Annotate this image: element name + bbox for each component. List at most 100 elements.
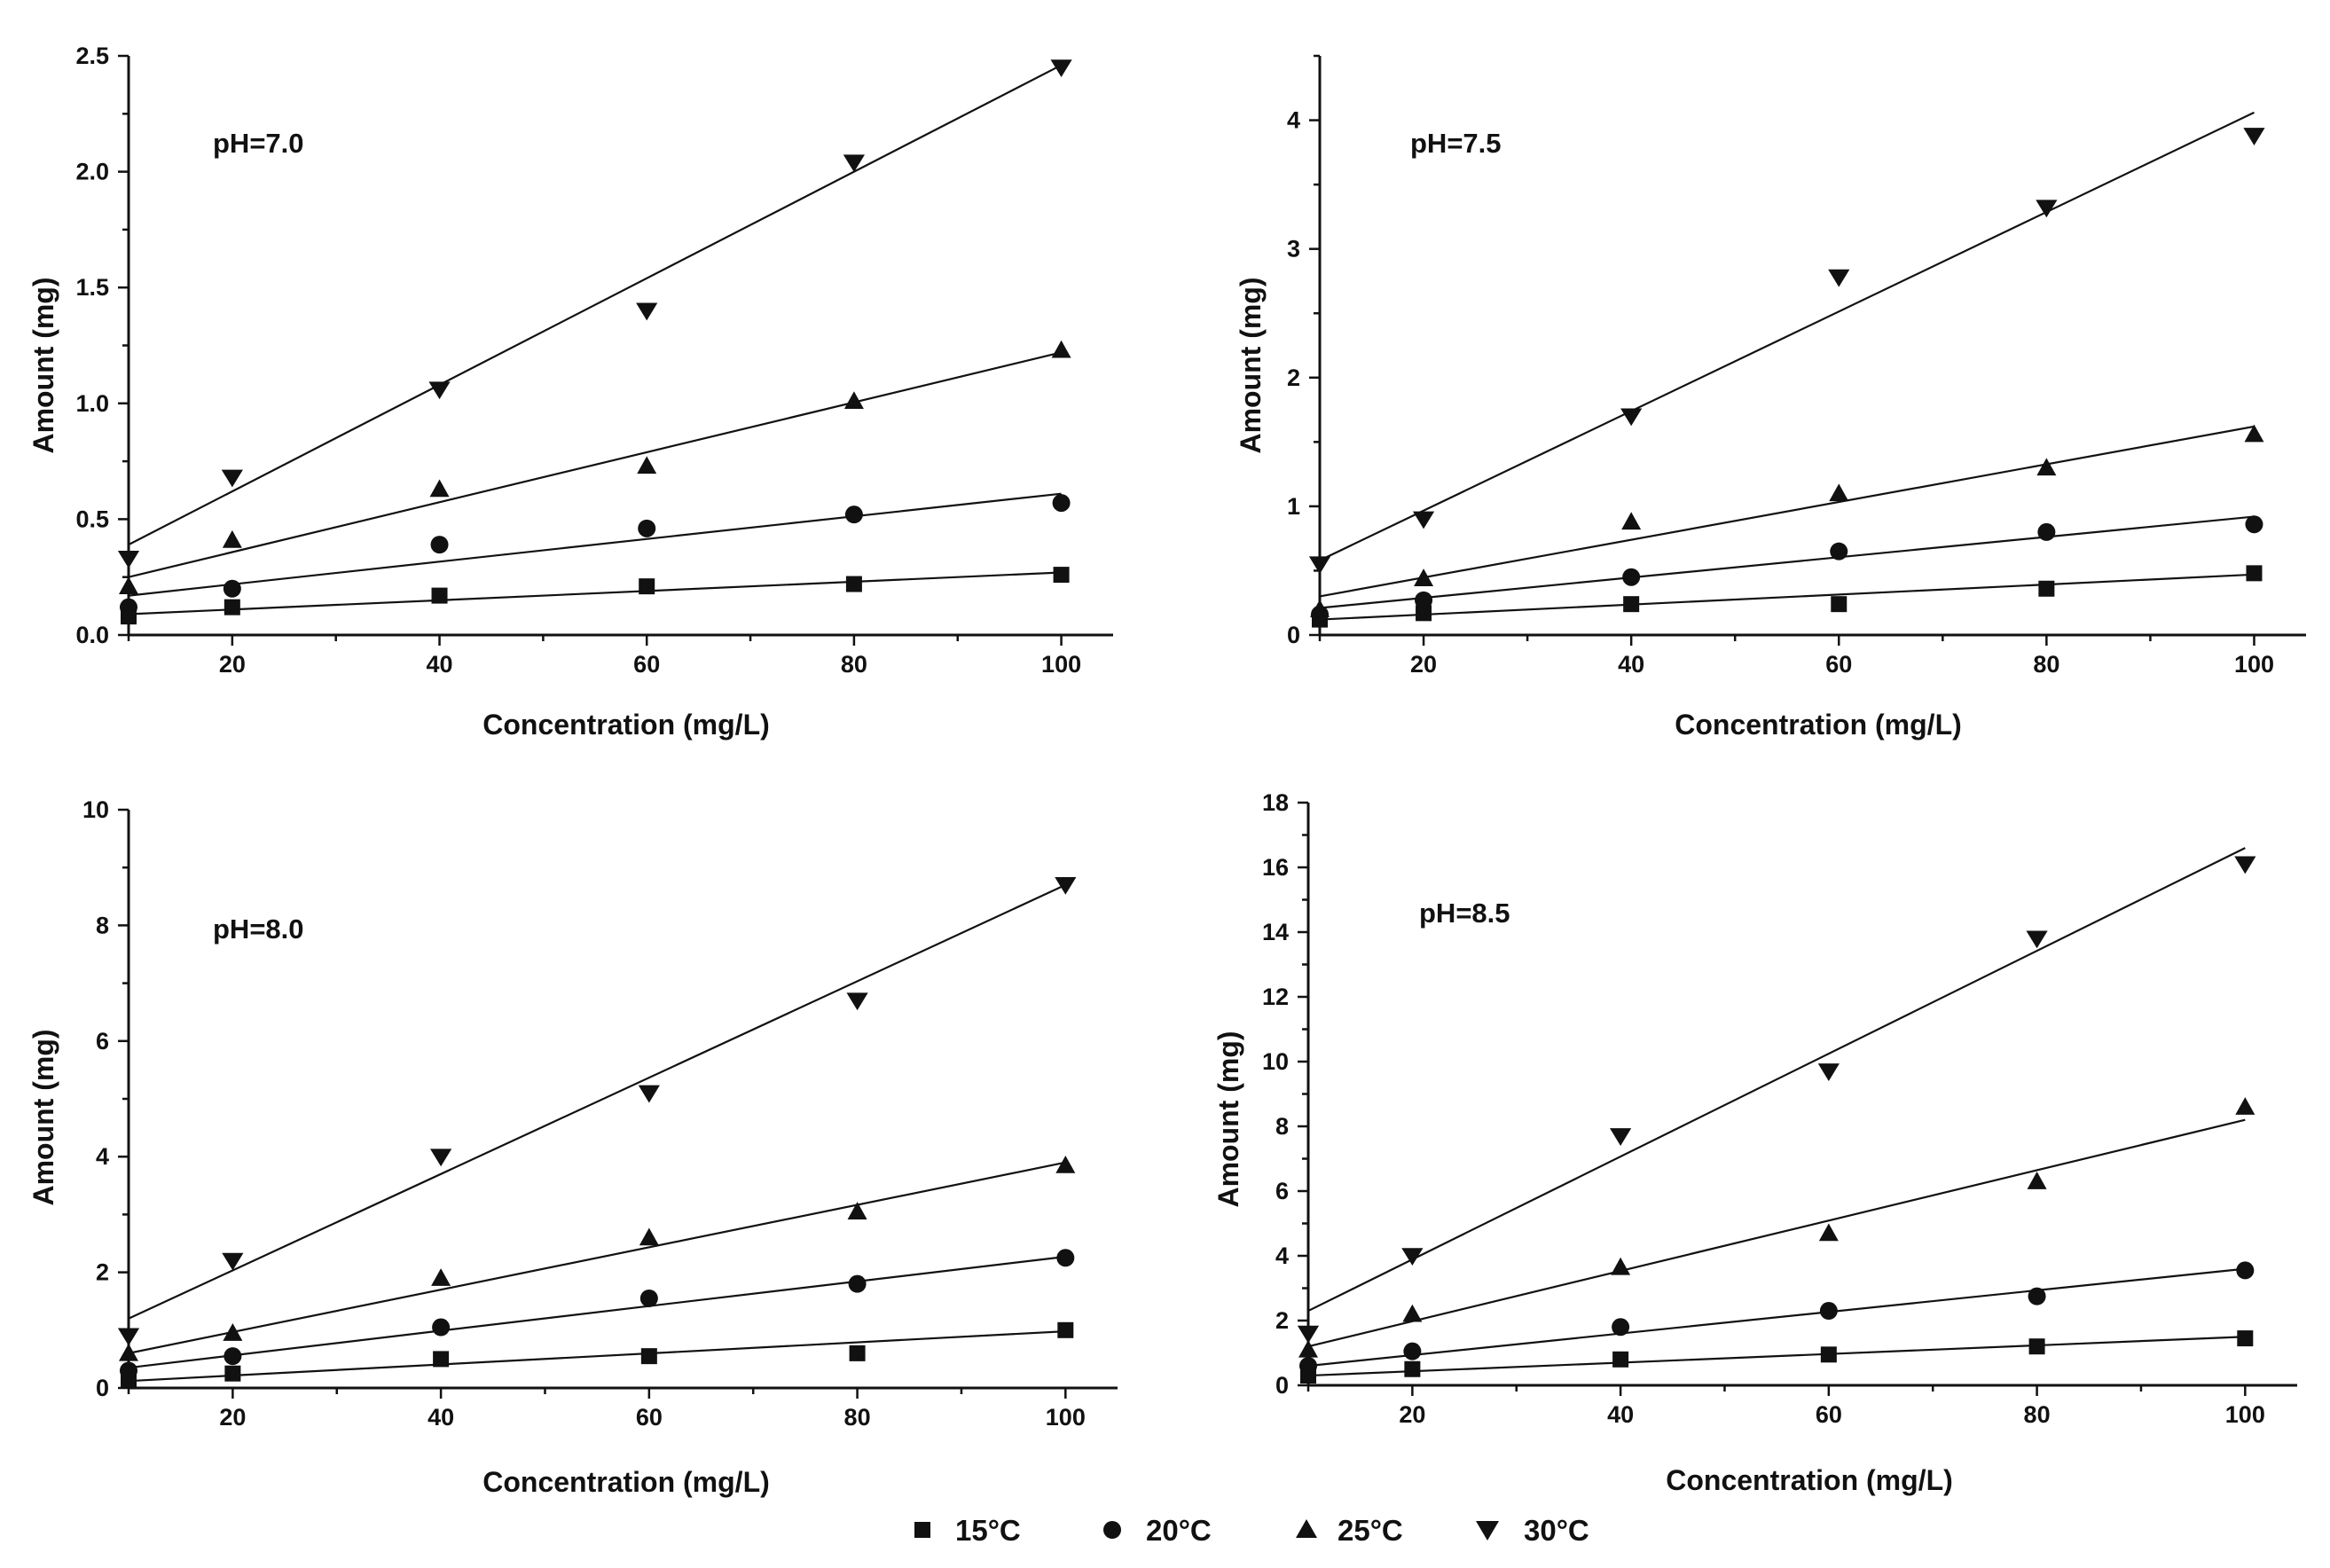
y-tick-label: 0 [1287,622,1300,648]
data-point-30c [221,469,243,488]
panel-label-ph-7-0: pH=7.0 [213,128,304,159]
data-point-30c [1055,876,1077,895]
data-point-25c [119,576,138,594]
x-tick-label: 40 [427,651,453,678]
data-point-30c [843,154,865,173]
data-point-20c [1056,1249,1075,1267]
data-point-25c [847,1202,867,1219]
data-point-25c [637,456,657,474]
data-point-30c [222,1252,244,1271]
y-tick-label: 2 [96,1259,109,1286]
data-point-25c [1298,1339,1318,1358]
data-point-30c [2036,200,2058,218]
data-point-15c [849,1345,866,1361]
data-point-25c [223,1323,243,1341]
x-tick-label: 20 [1410,651,1437,678]
chart-panel-ph-7-5: pH=7.5 Concentration (mg/L) Amount (mg) … [1235,54,2306,741]
data-point-20c [120,598,137,616]
fit-line-30c [1307,847,2246,1313]
fit-line-20c [1319,515,2255,609]
chart-panel-ph-7-0: pH=7.0 Concentration (mg/L) Amount (mg) … [27,43,1113,741]
y-axis-title: Amount (mg) [1212,1031,1244,1207]
x-axis-title: Concentration (mg/L) [1666,1464,1953,1496]
fit-line-20c [1307,1267,2246,1368]
data-point-25c [1051,340,1071,358]
fit-line-25c [128,1161,1066,1354]
data-point-25c [1818,1223,1839,1242]
data-point-25c [1414,568,1434,586]
y-tick-label: 1.5 [75,274,109,301]
data-point-20c [2028,1287,2046,1305]
data-point-20c [1299,1357,1317,1376]
y-tick-label: 4 [96,1143,109,1170]
fit-line-15c [128,1330,1066,1383]
x-tick-label: 100 [1046,1404,1086,1431]
fit-line-25c [1307,1118,2246,1348]
x-axis-title: Concentration (mg/L) [1675,709,1962,741]
legend-marker-triangle-down [1476,1521,1499,1541]
data-point-30c [1412,511,1435,529]
data-point-25c [1611,1257,1631,1275]
data-point-25c [2244,424,2264,443]
y-tick-label: 4 [1287,107,1300,134]
legend-item-25c: 25°C [1296,1514,1403,1547]
data-point-20c [430,536,449,554]
y-tick-label: 0.5 [75,506,109,532]
data-point-15c [1404,1360,1421,1377]
data-point-20c [1403,1342,1422,1360]
y-tick-label: 14 [1262,919,1289,945]
data-point-20c [432,1318,451,1337]
data-point-15c [1057,1321,1074,1338]
data-point-20c [224,1347,242,1366]
data-point-30c [2026,930,2048,949]
data-point-30c [1817,1063,1840,1081]
fit-line-30c [1319,111,2255,561]
y-tick-label: 8 [96,912,109,938]
data-point-20c [639,1289,658,1307]
data-point-15c [1053,567,1070,584]
y-tick-label: 2 [1287,365,1300,391]
data-point-25c [2027,1172,2047,1189]
x-tick-label: 80 [841,651,867,678]
x-tick-label: 40 [1618,651,1644,678]
y-tick-label: 2.0 [75,159,109,185]
x-tick-label: 80 [2033,651,2059,678]
chart-panel-ph-8-5: pH=8.5 Concentration (mg/L) Amount (mg) … [1212,789,2297,1496]
data-point-15c [224,599,240,615]
legend-marker-triangle-up [1296,1519,1317,1538]
x-tick-label: 60 [636,1404,663,1431]
data-point-15c [1820,1346,1837,1363]
data-point-15c [1831,596,1848,613]
data-point-25c [222,529,242,548]
data-point-15c [1416,605,1432,622]
fit-line-25c [1319,425,2255,598]
data-point-15c [2246,565,2263,582]
y-tick-label: 8 [1275,1113,1289,1140]
data-point-20c [120,1361,137,1380]
x-tick-label: 100 [2234,651,2274,678]
x-tick-label: 60 [1816,1401,1842,1428]
data-point-25c [431,1268,451,1286]
y-axis-title: Amount (mg) [1235,277,1267,453]
y-tick-label: 18 [1262,789,1289,816]
data-point-25c [1055,1155,1076,1173]
y-tick-label: 12 [1262,984,1289,1010]
data-point-25c [429,479,450,498]
data-point-20c [2245,515,2263,534]
data-point-20c [848,1274,867,1293]
fit-line-20c [128,492,1062,597]
data-point-30c [2243,128,2265,145]
data-point-30c [846,992,868,1011]
panel-label-ph-8-0: pH=8.0 [213,913,304,945]
fit-line-15c [128,571,1062,615]
chart-panel-ph-8-0: pH=8.0 Concentration (mg/L) Amount (mg) … [27,796,1118,1498]
data-point-15c [431,587,448,604]
legend-label: 30°C [1524,1514,1589,1547]
data-point-20c [2037,522,2056,541]
y-tick-label: 6 [1275,1178,1289,1204]
fit-line-30c [128,64,1063,546]
data-point-30c [1620,408,1643,427]
fit-line-25c [128,351,1062,578]
data-point-20c [2236,1261,2255,1280]
